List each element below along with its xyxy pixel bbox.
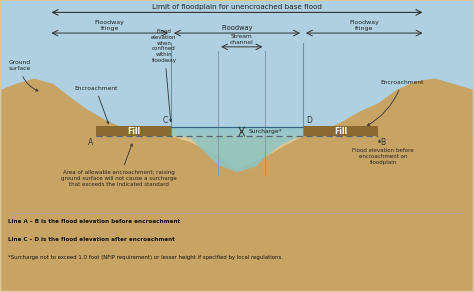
Text: Flood elevation before
encroachment on
floodplain: Flood elevation before encroachment on f… bbox=[352, 140, 414, 165]
Text: Limit of floodplain for unencroached base flood: Limit of floodplain for unencroached bas… bbox=[152, 4, 322, 10]
Text: Encroachment: Encroachment bbox=[74, 86, 118, 124]
Text: C: C bbox=[163, 116, 168, 125]
Text: B: B bbox=[381, 138, 386, 147]
Polygon shape bbox=[1, 79, 473, 291]
Text: Line A – B is the flood elevation before encroachment: Line A – B is the flood elevation before… bbox=[9, 219, 181, 224]
FancyBboxPatch shape bbox=[303, 126, 378, 136]
Text: Ground
surface: Ground surface bbox=[9, 60, 38, 91]
Text: Floodway
fringe: Floodway fringe bbox=[349, 20, 379, 31]
FancyBboxPatch shape bbox=[96, 126, 171, 136]
Bar bbox=[1, 136, 473, 291]
Text: *Surcharge not to exceed 1.0 foot (NFIP requirement) or lesser height if specifi: *Surcharge not to exceed 1.0 foot (NFIP … bbox=[9, 255, 283, 260]
Polygon shape bbox=[171, 136, 303, 172]
Text: Encroachment: Encroachment bbox=[367, 80, 424, 126]
Text: Floodway: Floodway bbox=[221, 25, 253, 31]
Text: A: A bbox=[88, 138, 93, 147]
Text: Fill: Fill bbox=[127, 127, 140, 135]
Bar bbox=[1, 1, 473, 139]
Text: D: D bbox=[306, 116, 312, 125]
Text: Stream
channel: Stream channel bbox=[230, 34, 254, 45]
Text: Floodway
fringe: Floodway fringe bbox=[95, 20, 125, 31]
Text: Fill: Fill bbox=[334, 127, 347, 135]
Text: Line C – D is the flood elevation after encroachment: Line C – D is the flood elevation after … bbox=[9, 237, 175, 242]
Text: Area of allowable encroachment; raising
ground surface will not cause a surcharg: Area of allowable encroachment; raising … bbox=[61, 144, 177, 187]
Text: Surcharge*: Surcharge* bbox=[249, 129, 283, 134]
Text: Flood
elevation
when
confined
within
floodway: Flood elevation when confined within flo… bbox=[151, 29, 177, 122]
Bar bbox=[171, 127, 303, 136]
